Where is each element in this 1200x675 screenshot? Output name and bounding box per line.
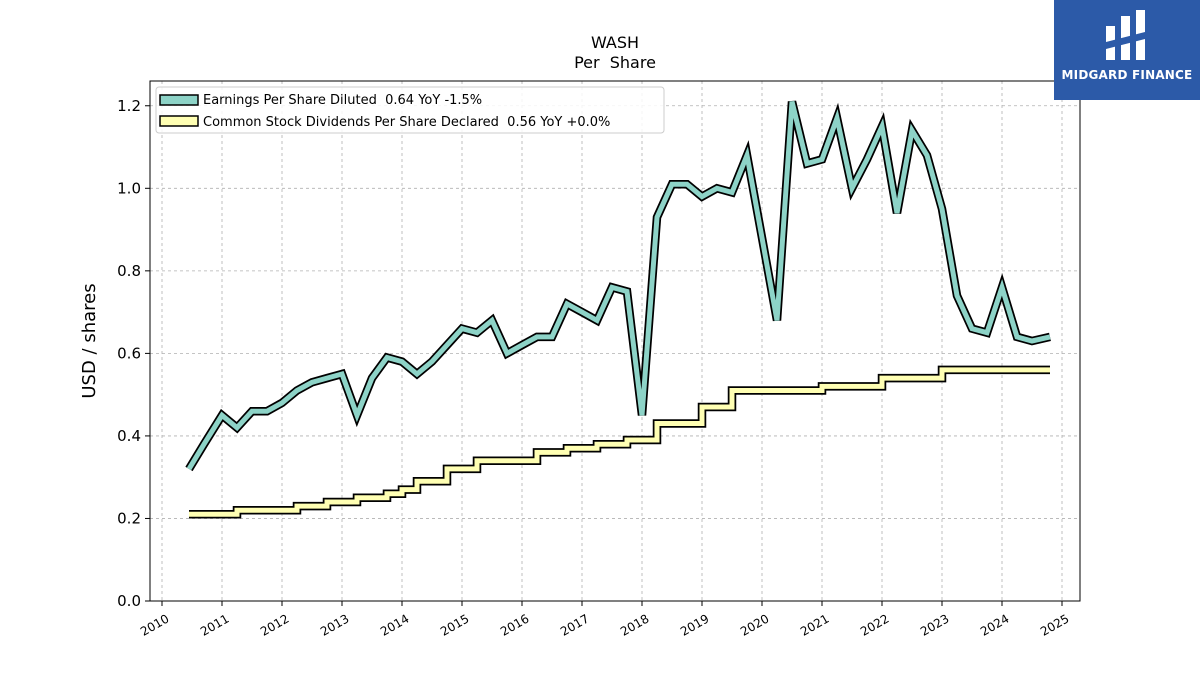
y-axis: 0.0 0.2 0.4 0.6 0.8 1.0 1.2: [117, 97, 150, 610]
legend-label-dividends: Common Stock Dividends Per Share Declare…: [203, 115, 610, 130]
midgard-logo-icon: [1106, 10, 1145, 60]
x-tick-label: 2015: [438, 611, 471, 638]
legend-swatch-eps: [159, 94, 199, 106]
y-tick-label: 1.2: [117, 97, 141, 115]
x-tick-label: 2020: [738, 611, 771, 638]
y-tick-label: 0.0: [117, 592, 141, 610]
chart-title: WASH: [591, 33, 639, 52]
x-tick-label: 2014: [378, 611, 411, 638]
y-tick-label: 0.4: [117, 427, 141, 445]
x-tick-label: 2011: [198, 611, 231, 638]
x-tick-label: 2022: [858, 611, 891, 638]
x-tick-label: 2024: [978, 611, 1011, 638]
x-tick-label: 2010: [138, 611, 171, 638]
chart-subtitle: Per Share: [574, 53, 656, 72]
y-tick-label: 0.8: [117, 262, 141, 280]
plot-frame: [149, 80, 1081, 602]
y-tick-label: 0.2: [117, 509, 141, 527]
legend-label-eps: Earnings Per Share Diluted 0.64 YoY -1.5…: [203, 93, 482, 108]
x-tick-label: 2019: [678, 611, 711, 638]
y-tick-label: 0.6: [117, 344, 141, 362]
grid-lines: [150, 81, 1080, 602]
y-axis-label: USD / shares: [79, 283, 100, 398]
eps-series-line-outline: [185, 100, 1051, 472]
x-tick-label: 2018: [618, 611, 651, 638]
legend: Earnings Per Share Diluted 0.64 YoY -1.5…: [155, 86, 665, 134]
x-axis: 2010 2011 2012 2013 2014 2015 2016 2017 2018 2019…: [138, 601, 1072, 639]
y-tick-label: 1.0: [117, 179, 141, 197]
x-tick-label: 2012: [258, 611, 291, 638]
x-tick-label: 2013: [318, 611, 351, 638]
x-tick-label: 2023: [918, 611, 951, 638]
legend-box: [155, 86, 665, 134]
eps-series-line: [186, 101, 1051, 471]
x-tick-label: 2025: [1038, 611, 1071, 638]
series-lines: [185, 100, 1051, 519]
x-tick-label: 2021: [798, 611, 831, 638]
legend-swatch-dividends: [159, 115, 199, 127]
dividends-series-line: [189, 367, 1050, 517]
midgard-finance-logo: MIDGARD FINANCE: [1054, 0, 1200, 100]
x-tick-label: 2016: [498, 611, 531, 638]
x-tick-label: 2017: [558, 611, 591, 638]
logo-text: MIDGARD FINANCE: [1061, 68, 1193, 82]
